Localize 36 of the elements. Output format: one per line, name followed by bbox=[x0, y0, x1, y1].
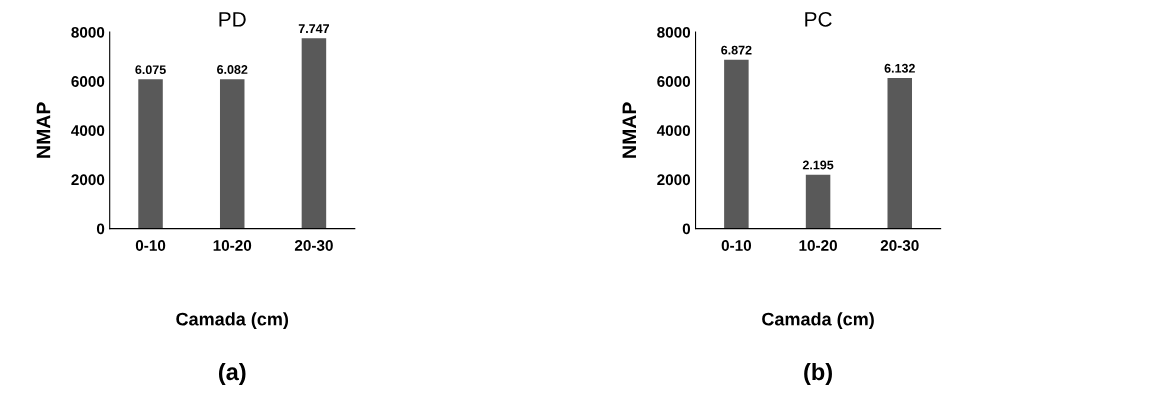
data-label: 6.132 bbox=[884, 63, 915, 73]
chart-title: PD bbox=[219, 12, 246, 27]
bar bbox=[138, 79, 163, 229]
data-label: 6.872 bbox=[721, 45, 752, 55]
x-tick-label: 20-30 bbox=[880, 240, 919, 251]
y-tick-label: 4000 bbox=[71, 125, 105, 137]
text: (b) bbox=[804, 362, 832, 385]
y-tick-label: 2000 bbox=[71, 174, 105, 186]
bar bbox=[301, 38, 327, 229]
text: (a) bbox=[218, 362, 246, 385]
y-tick-label: 0 bbox=[682, 223, 691, 235]
bar bbox=[724, 59, 749, 229]
y-tick-label: 0 bbox=[96, 223, 105, 235]
data-label: 6.075 bbox=[135, 65, 166, 75]
chart-title: PC bbox=[805, 11, 832, 27]
bar bbox=[219, 79, 245, 229]
bar bbox=[805, 174, 831, 229]
data-label: 2.195 bbox=[802, 160, 834, 170]
y-tick-label: 8000 bbox=[71, 26, 105, 38]
x-axis-title: Camada (cm) bbox=[176, 312, 289, 330]
y-tick-label: 2000 bbox=[657, 174, 691, 186]
data-label: 6.082 bbox=[217, 65, 248, 74]
y-tick-label: 8000 bbox=[657, 26, 691, 38]
x-tick-label: 10-20 bbox=[213, 240, 252, 251]
x-tick-label: 0-10 bbox=[135, 240, 166, 251]
y-tick-label: 6000 bbox=[657, 76, 691, 87]
y-tick-label: 6000 bbox=[71, 76, 105, 87]
bar bbox=[887, 77, 913, 229]
data-label: 7.747 bbox=[298, 24, 330, 33]
x-tick-label: 0-10 bbox=[721, 240, 752, 251]
x-axis-title: Camada (cm) bbox=[762, 312, 874, 330]
x-tick-label: 20-30 bbox=[294, 240, 333, 251]
y-axis-title: NMAP bbox=[622, 102, 636, 158]
y-tick-label: 4000 bbox=[656, 125, 691, 137]
x-tick-label: 10-20 bbox=[799, 240, 837, 251]
y-axis-title: NMAP bbox=[36, 102, 51, 158]
